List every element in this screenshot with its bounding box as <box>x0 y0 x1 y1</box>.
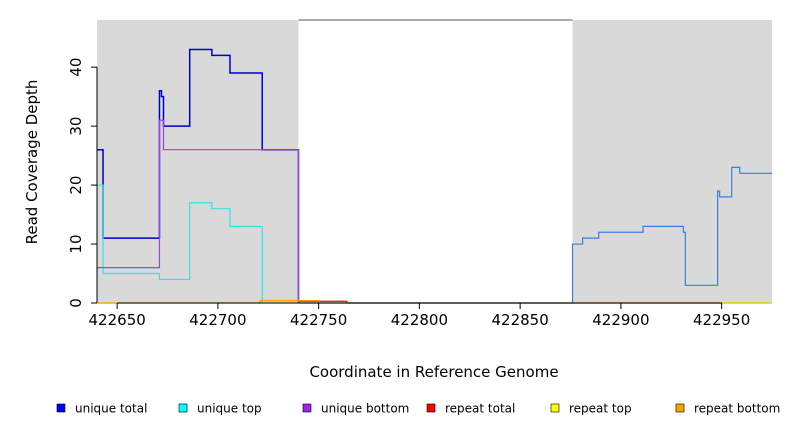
legend-swatch <box>302 403 312 413</box>
y-tick-label: 10 <box>67 234 85 253</box>
axes: 422650 422700 422750 422800 422850 422900 4229… <box>67 58 750 329</box>
x-tick-label: 422650 <box>89 311 146 329</box>
series-line-unique-bottom <box>97 119 300 303</box>
legend-swatch <box>550 403 560 413</box>
legend-swatch <box>426 403 436 413</box>
legend-item-repeat-top: repeat top <box>550 402 632 416</box>
legend-swatch <box>178 403 188 413</box>
legend-label: unique bottom <box>321 402 409 416</box>
y-tick-label: 40 <box>67 58 85 77</box>
legend-label: unique top <box>197 402 262 416</box>
legend-item-repeat-total: repeat total <box>426 402 515 416</box>
shaded-region-0 <box>97 20 299 303</box>
legend: unique total unique top unique bottom repea… <box>56 402 780 416</box>
legend-label: unique total <box>75 402 147 416</box>
y-axis-title: Read Coverage Depth <box>23 80 41 245</box>
series-line-unique-top <box>97 184 263 303</box>
legend-item-unique-bottom: unique bottom <box>302 402 409 416</box>
legend-label: repeat total <box>445 402 515 416</box>
y-tick-label: 20 <box>67 176 85 195</box>
x-tick-label: 422850 <box>492 311 549 329</box>
legend-label: repeat top <box>569 402 632 416</box>
legend-swatch <box>675 403 685 413</box>
legend-item-repeat-bottom: repeat bottom <box>675 402 780 416</box>
x-axis-title: Coordinate in Reference Genome <box>309 363 558 381</box>
x-tick-label: 422800 <box>391 311 448 329</box>
x-tick-label: 422950 <box>693 311 750 329</box>
legend-item-unique-top: unique top <box>178 402 262 416</box>
x-tick-label: 422750 <box>290 311 347 329</box>
y-tick-label: 30 <box>67 117 85 136</box>
x-tick-label: 422900 <box>592 311 649 329</box>
x-tick-label: 422700 <box>189 311 246 329</box>
legend-item-unique-total: unique total <box>56 402 147 416</box>
legend-swatch <box>56 403 66 413</box>
shaded-regions <box>97 20 772 303</box>
series-line-unlabeled-6 <box>298 166 772 304</box>
shaded-region-1 <box>572 20 772 303</box>
y-tick-label: 0 <box>67 298 85 308</box>
legend-label: repeat bottom <box>694 402 780 416</box>
